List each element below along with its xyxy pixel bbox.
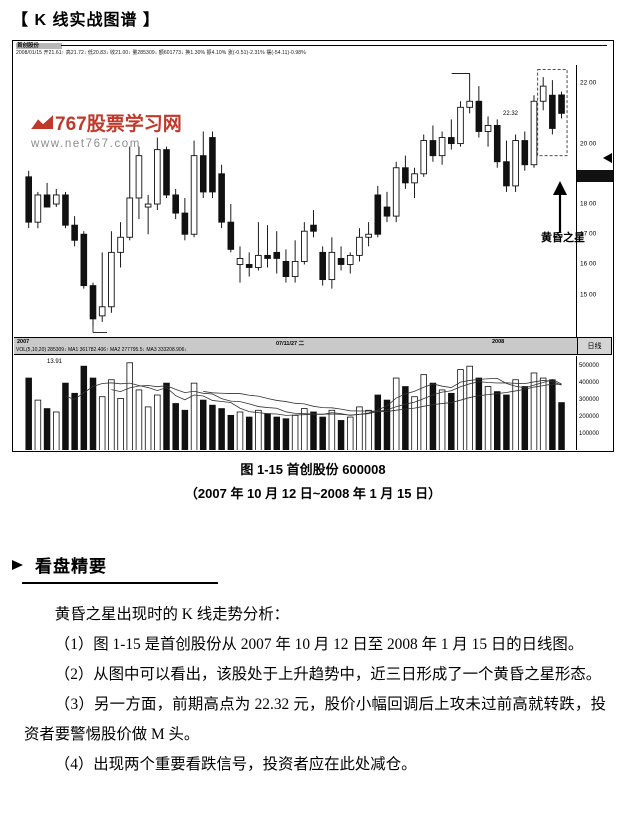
paragraph-3: （3）另一方面，前期高点为 22.32 元，股价小幅回调后上攻未过前高就转跌，投…	[24, 696, 606, 743]
date-center-label: 07/11/27 二	[276, 341, 305, 347]
caption-line-1: 图 1-15 首创股份 600008	[240, 462, 386, 477]
price-tick-15: 15 00	[580, 291, 597, 299]
paragraph-0: 黄昏之星出现时的 K 线走势分析：	[54, 606, 290, 623]
quote-readout: 2008/01/15 开21.61↑ 高21.72↓ 低20.83↓ 收21.0…	[16, 50, 306, 56]
evening-star-annotation: 黄昏之星	[541, 232, 585, 244]
volume-tick-100000: 100000	[579, 431, 600, 438]
watermark: 767股票学习网 www.net767.com	[31, 109, 182, 150]
body-text: 黄昏之星出现时的 K 线走势分析： （1）图 1-15 是首创股份从 2007 …	[24, 600, 606, 780]
watermark-text: 767股票学习网	[55, 114, 182, 135]
stock-name-label: 首创股份	[16, 43, 62, 49]
stock-chart-window: 首创股份 2008/01/15 开21.61↑ 高21.72↓ 低20.83↓ …	[12, 40, 614, 452]
date-strip: 2007 07/11/27 二 2008 VOL(5,10,20) 285309…	[14, 337, 612, 355]
price-tick-16: 16 00	[580, 260, 597, 268]
section-title: 看盘精要	[35, 557, 107, 576]
price-tick-22: 22 00	[580, 79, 597, 87]
watermark-url: www.net767.com	[31, 138, 141, 150]
price-tick-17: 17 00	[580, 230, 597, 238]
volume-tick-300000: 300000	[579, 397, 600, 404]
volume-tick-500000: 500000	[579, 363, 600, 370]
low-price-label: 13.91	[47, 359, 63, 365]
evening-star-arrow-icon	[553, 181, 567, 233]
figure-caption: 图 1-15 首创股份 600008 （2007 年 10 月 12 日~200…	[0, 458, 626, 506]
header-divider	[61, 45, 607, 46]
section-heading: 看盘精要	[12, 552, 232, 577]
page-title: 【 K 线实战图谱 】	[12, 12, 160, 29]
cursor-price-band	[577, 170, 613, 182]
volume-axis: 100000 200000 300000 400000 500000	[577, 356, 613, 450]
price-tick-18: 18 00	[580, 200, 597, 208]
chart-logo-icon	[31, 114, 53, 129]
paragraph-1: （1）图 1-15 是首创股份从 2007 年 10 月 12 日至 2008 …	[54, 636, 584, 653]
triangle-bullet-icon	[12, 559, 23, 570]
volume-svg	[25, 362, 565, 450]
candlestick-svg	[25, 69, 568, 333]
chart-info-strip: 首创股份 2008/01/15 开21.61↑ 高21.72↓ 低20.83↓ …	[13, 41, 613, 65]
date-right-label: 2008	[492, 339, 505, 345]
paragraph-4: （4）出现两个重要看跌信号，投资者应在此处减仓。	[54, 756, 417, 773]
volume-indicator-readout: VOL(5,10,20) 285309↓ MA1 361782.406↑ MA2…	[16, 347, 187, 353]
period-tag[interactable]: 日线	[577, 337, 612, 355]
price-pane	[14, 65, 577, 337]
date-left-label: 2007	[17, 339, 30, 345]
volume-tick-400000: 400000	[579, 380, 600, 387]
volume-pane	[14, 356, 577, 450]
cursor-arrow-icon	[603, 153, 612, 163]
volume-tick-200000: 200000	[579, 414, 600, 421]
peak-price-label: 22.32	[503, 111, 519, 117]
caption-line-2: （2007 年 10 月 12 日~2008 年 1 月 15 日）	[184, 486, 442, 501]
price-tick-20: 20 00	[580, 140, 597, 148]
paragraph-2: （2）从图中可以看出，该股处于上升趋势中，近三日形成了一个黄昏之星形态。	[54, 666, 602, 683]
section-underline	[22, 582, 218, 584]
